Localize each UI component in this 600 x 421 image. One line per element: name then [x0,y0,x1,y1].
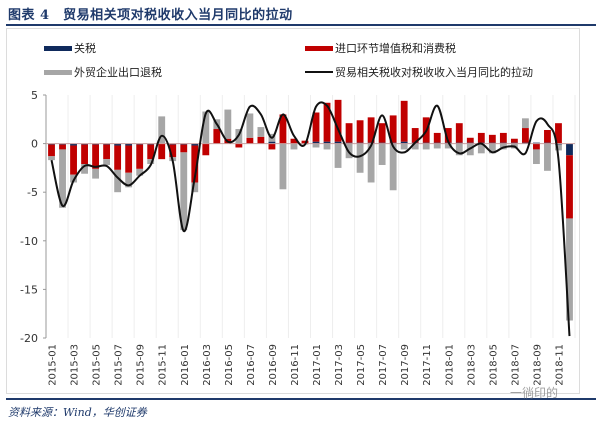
legend-item-tariff: 关税 [44,40,96,56]
legend-label-export-rebate: 外贸企业出口退税 [74,66,162,79]
svg-text:0: 0 [31,138,38,151]
svg-text:2015-07: 2015-07 [114,344,125,386]
chart-title: 图表 4 贸易相关项对税收收入当月同比的拉动 [8,8,293,23]
svg-text:2018-05: 2018-05 [488,344,499,386]
watermark: 一徜印的 [510,386,559,400]
svg-text:2016-05: 2016-05 [224,344,235,386]
legend-item-trade-line: 贸易相关税收对税收收入当月同比的拉动 [305,64,533,80]
title-divider [6,24,596,26]
legend-swatch-tariff [44,45,72,51]
legend-swatch-export-rebate [44,69,72,75]
legend-label-tariff: 关税 [74,42,96,55]
svg-text:2016-11: 2016-11 [290,344,301,386]
svg-text:2017-05: 2017-05 [356,344,367,386]
chart-plot: 5 0 -5 -10 -15 -20 2015-01 2015-03 2015-05 2015-0… [20,89,576,386]
legend-swatch-import-vat [305,45,333,51]
svg-text:2017-01: 2017-01 [312,344,323,386]
svg-text:2018-09: 2018-09 [532,344,543,386]
legend-swatch-trade-line [305,71,333,73]
svg-text:2018-11: 2018-11 [554,344,565,386]
svg-text:2016-01: 2016-01 [180,344,191,386]
svg-text:2016-03: 2016-03 [202,344,213,386]
legend-item-import-vat: 进口环节增值税和消费税 [305,40,456,56]
svg-text:2018-07: 2018-07 [510,344,521,386]
svg-text:2018-01: 2018-01 [444,344,455,386]
legend-label-trade-line: 贸易相关税收对税收收入当月同比的拉动 [335,66,533,79]
svg-text:2017-09: 2017-09 [400,344,411,386]
legend-label-import-vat: 进口环节增值税和消费税 [335,42,456,55]
chart-frame [6,28,580,394]
svg-text:2016-07: 2016-07 [246,344,257,386]
svg-text:2015-05: 2015-05 [92,344,103,386]
svg-text:2016-09: 2016-09 [268,344,279,386]
svg-text:2015-03: 2015-03 [70,344,81,386]
svg-text:-5: -5 [27,186,38,199]
svg-text:2017-07: 2017-07 [378,344,389,386]
svg-text:-20: -20 [20,332,38,345]
svg-text:-10: -10 [20,235,38,248]
source-note: 资料来源：Wind，华创证券 [8,406,147,419]
svg-text:2015-11: 2015-11 [158,344,169,386]
svg-text:2015-09: 2015-09 [136,344,147,386]
legend-item-export-rebate: 外贸企业出口退税 [44,64,162,80]
svg-text:2017-03: 2017-03 [334,344,345,386]
svg-text:5: 5 [31,89,38,102]
svg-text:-15: -15 [20,283,38,296]
svg-text:2017-11: 2017-11 [422,344,433,386]
footer-divider [6,398,596,400]
svg-text:2015-01: 2015-01 [48,344,59,386]
svg-text:2018-03: 2018-03 [466,344,477,386]
